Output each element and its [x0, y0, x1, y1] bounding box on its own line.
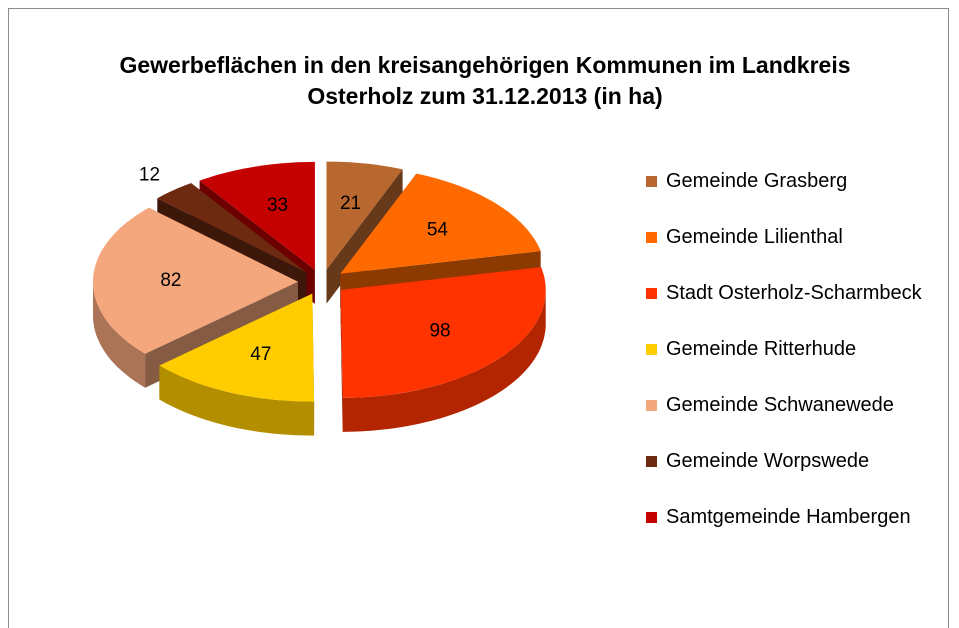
legend-swatch: [646, 232, 657, 243]
data-label: 12: [139, 164, 160, 185]
legend-item: Stadt Osterholz-Scharmbeck: [646, 278, 936, 308]
legend-swatch: [646, 400, 657, 411]
data-label: 21: [340, 193, 361, 214]
legend-swatch: [646, 512, 657, 523]
legend-item: Gemeinde Schwanewede: [646, 390, 936, 420]
data-label: 47: [250, 344, 271, 365]
data-label: 98: [429, 321, 450, 342]
slice-top: [157, 183, 307, 273]
slice: [340, 267, 546, 432]
legend-label: Samtgemeinde Hambergen: [666, 506, 911, 528]
data-label: 82: [160, 270, 181, 291]
slice-wall: [93, 281, 146, 388]
legend-swatch: [646, 176, 657, 187]
legend-item: Gemeinde Lilienthal: [646, 222, 936, 252]
legend-swatch: [646, 456, 657, 467]
slice-top: [93, 207, 298, 354]
slice-top: [340, 267, 546, 398]
legend-item: Gemeinde Grasberg: [646, 166, 936, 196]
slice-wall: [342, 289, 546, 432]
slice-top: [199, 161, 315, 270]
legend-item: Gemeinde Worpswede: [646, 446, 936, 476]
data-label: 54: [427, 220, 449, 241]
legend-swatch: [646, 288, 657, 299]
slice-top: [159, 293, 315, 402]
legend-label: Gemeinde Worpswede: [666, 450, 870, 472]
slice-wall: [159, 365, 315, 436]
chart-title: Gewerbeflächen in den kreisangehörigen K…: [119, 52, 851, 109]
chart: 21 54 98 47 82 12 33: [93, 161, 546, 436]
legend-label: Stadt Osterholz-Scharmbeck: [666, 282, 922, 304]
data-label: 33: [267, 195, 288, 216]
slice-top: [340, 173, 541, 274]
slice-top: [326, 161, 403, 270]
slice-side: [340, 289, 343, 432]
chart-frame: [8, 8, 949, 628]
slice: [159, 293, 315, 436]
legend-label: Gemeinde Grasberg: [666, 170, 848, 192]
legend-label: Gemeinde Lilienthal: [666, 226, 843, 248]
legend-item: Gemeinde Ritterhude: [646, 334, 936, 364]
legend-label: Gemeinde Ritterhude: [666, 338, 857, 360]
legend-label: Gemeinde Schwanewede: [666, 394, 894, 416]
legend: Gemeinde Grasberg Gemeinde Lilienthal Stad…: [646, 166, 936, 558]
legend-item: Samtgemeinde Hambergen: [646, 502, 936, 532]
legend-swatch: [646, 344, 657, 355]
